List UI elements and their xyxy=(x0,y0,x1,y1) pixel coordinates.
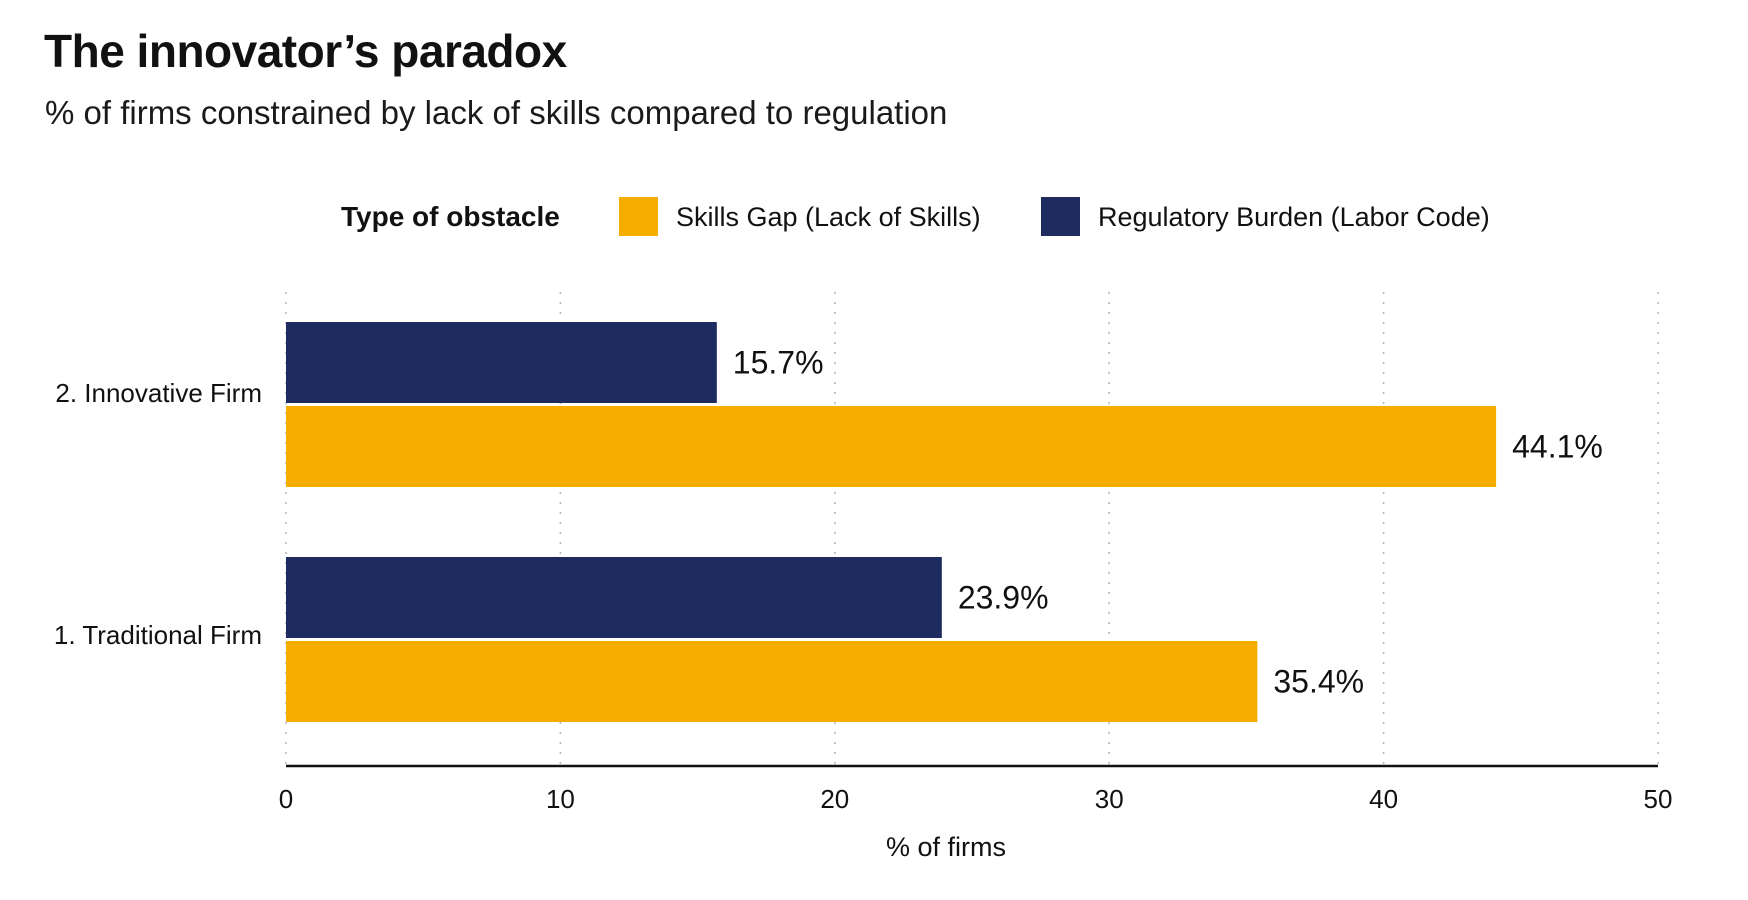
x-axis-title: % of firms xyxy=(886,832,1006,862)
legend-swatch xyxy=(619,197,658,236)
category-labels: 2. Innovative Firm 1. Traditional Firm xyxy=(54,378,262,650)
data-label: 23.9% xyxy=(958,580,1049,616)
x-tick-label: 40 xyxy=(1369,784,1398,814)
legend-swatch xyxy=(1041,197,1080,236)
legend: Type of obstacle Skills Gap (Lack of Skil… xyxy=(341,197,1490,236)
legend-label: Regulatory Burden (Labor Code) xyxy=(1098,202,1490,232)
data-label: 44.1% xyxy=(1512,429,1603,465)
legend-title: Type of obstacle xyxy=(341,201,560,232)
bar xyxy=(286,557,942,638)
chart-title: The innovator’s paradox xyxy=(44,25,567,77)
x-tick-label: 10 xyxy=(546,784,575,814)
bars: 15.7% 44.1% 23.9% 35.4% xyxy=(286,322,1603,722)
x-axis: 0 10 20 30 40 50 % of firms xyxy=(279,764,1673,862)
chart-subtitle: % of firms constrained by lack of skills… xyxy=(45,94,948,131)
bar xyxy=(286,322,717,403)
bar xyxy=(286,406,1497,487)
x-tick-label: 20 xyxy=(820,784,849,814)
legend-label: Skills Gap (Lack of Skills) xyxy=(676,202,981,232)
x-tick-label: 0 xyxy=(279,784,293,814)
data-label: 35.4% xyxy=(1273,664,1364,700)
x-tick-label: 50 xyxy=(1644,784,1673,814)
category-label: 2. Innovative Firm xyxy=(55,378,262,408)
category-label: 1. Traditional Firm xyxy=(54,620,262,650)
x-tick-label: 30 xyxy=(1095,784,1124,814)
data-label: 15.7% xyxy=(733,345,824,381)
bar xyxy=(286,641,1258,722)
